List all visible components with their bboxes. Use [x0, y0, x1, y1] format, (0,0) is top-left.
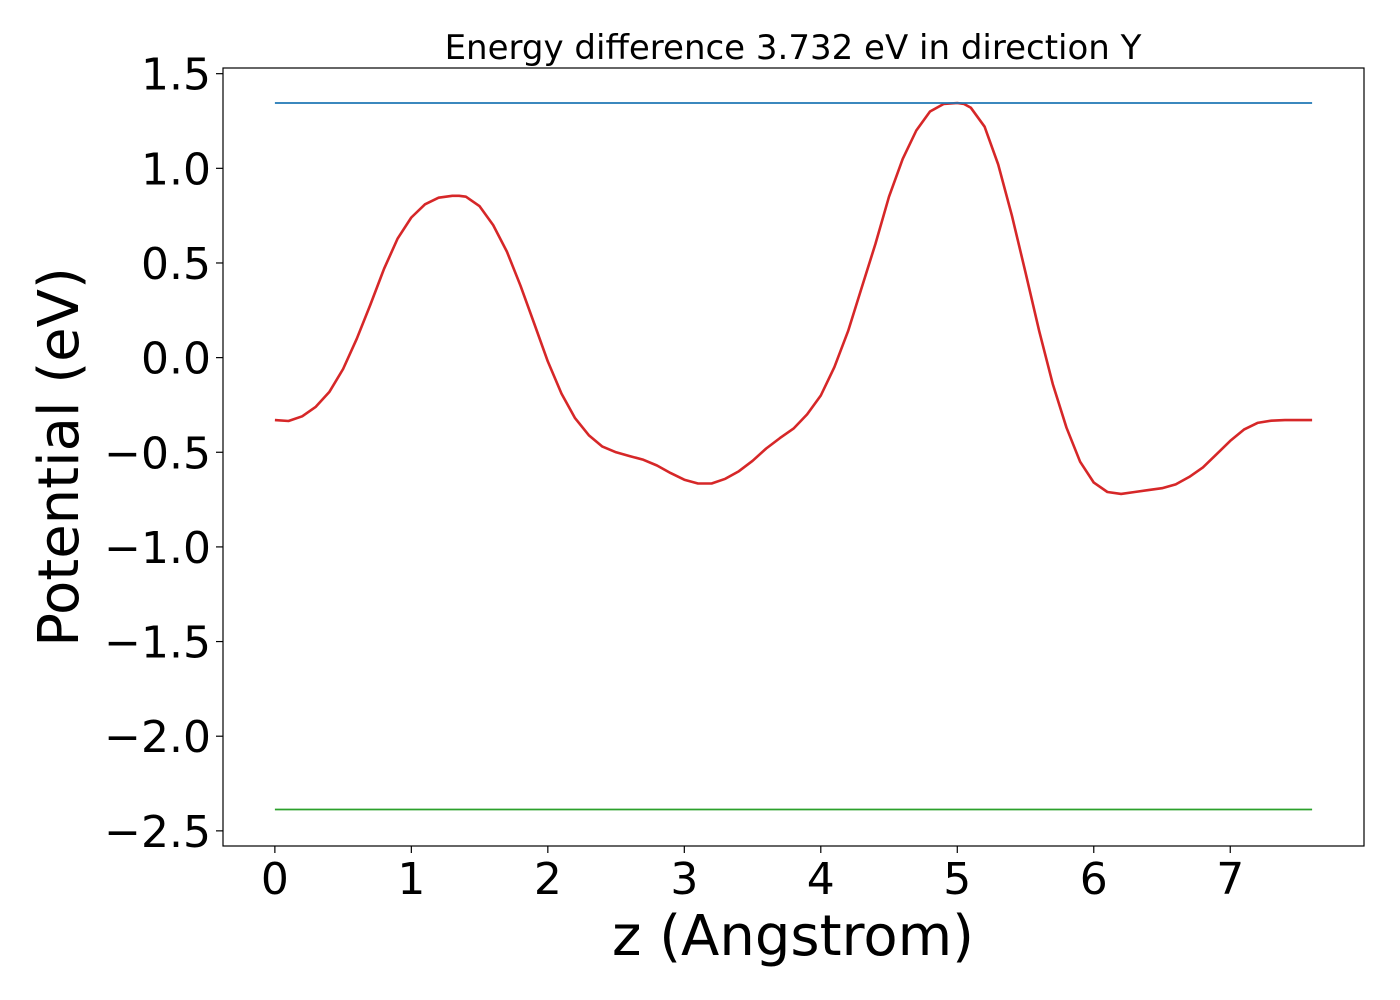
chart-title: Energy difference 3.732 eV in direction …: [445, 28, 1142, 68]
y-tick-label: 0.0: [141, 334, 211, 385]
y-axis-label: Potential (eV): [27, 267, 92, 647]
y-tick-label: −2.5: [104, 807, 211, 858]
x-tick-label: 7: [1216, 854, 1244, 905]
x-tick-label: 4: [807, 854, 835, 905]
y-tick-label: −0.5: [104, 428, 211, 479]
y-tick-label: 0.5: [141, 239, 211, 290]
y-tick-label: −1.5: [104, 618, 211, 669]
series-layer: [274, 101, 1313, 811]
plot-frame: [222, 67, 1365, 847]
axes-layer: 0 1 2 3 4 5 6 7 1.5 1.0 0.5 0.0 −0.5 −1.0 −1.5 −2.0 −2.5: [104, 50, 1244, 905]
series-line-0: [274, 101, 1313, 496]
y-tick-label: −1.0: [104, 523, 211, 574]
x-tick-label: 6: [1080, 854, 1108, 905]
y-tick-label: 1.0: [141, 144, 211, 195]
x-tick-label: 0: [261, 854, 289, 905]
x-tick-label: 2: [534, 854, 562, 905]
x-tick-label: 1: [397, 854, 425, 905]
x-tick-label: 3: [670, 854, 698, 905]
y-tick-label: 1.5: [141, 50, 211, 101]
y-tick-label: −2.0: [104, 712, 211, 763]
x-axis-label: z (Angstrom): [612, 904, 974, 969]
x-tick-label: 5: [943, 854, 971, 905]
